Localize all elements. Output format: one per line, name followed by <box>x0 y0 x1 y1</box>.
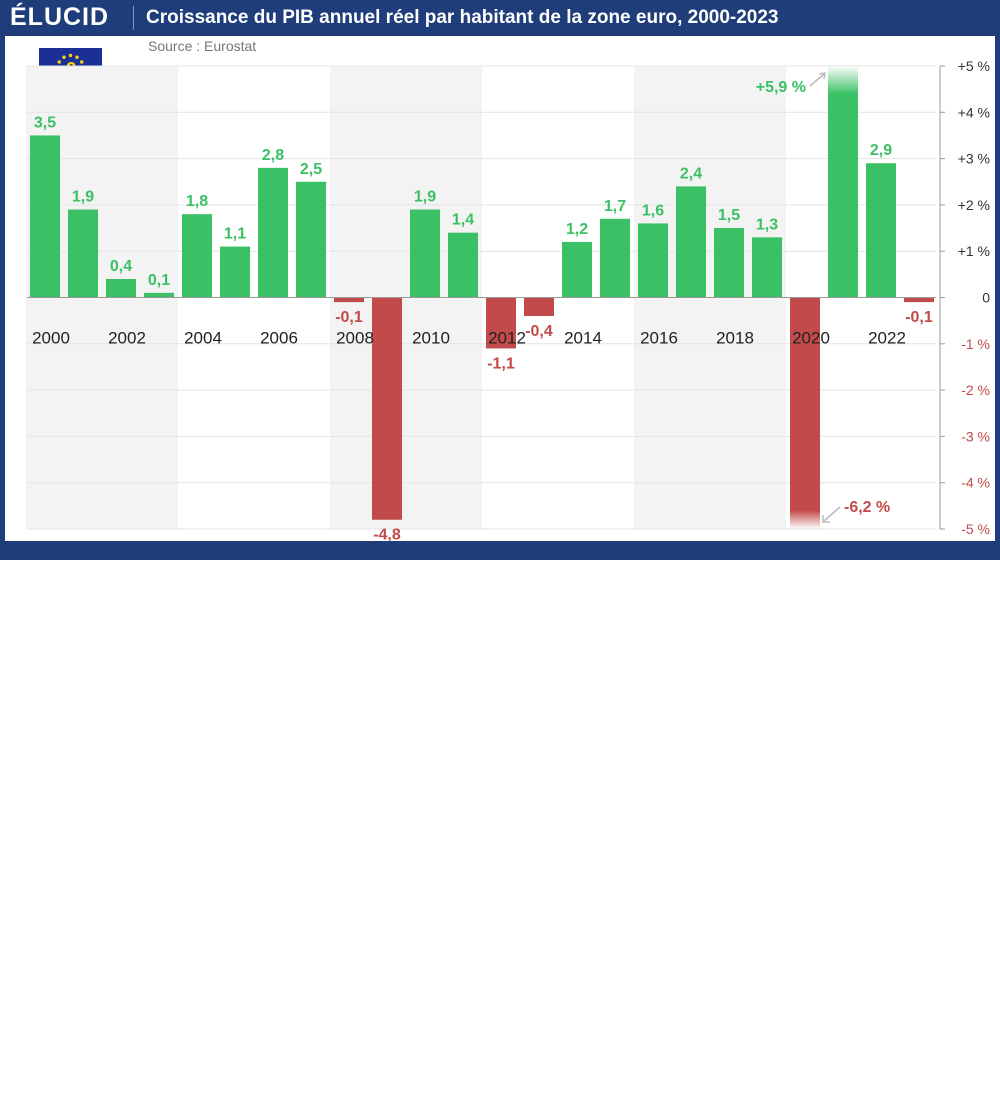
value-label-2023: -0,1 <box>905 309 933 326</box>
footer-bar: www.elucid.media <box>0 541 1000 1096</box>
x-tick-label: 2020 <box>792 329 830 348</box>
x-tick-label: 2022 <box>868 329 906 348</box>
y-tick-label: +1 % <box>958 243 990 259</box>
y-tick-label: 0 <box>982 290 990 306</box>
bar-2003[interactable] <box>144 292 174 298</box>
bar-2008[interactable] <box>334 297 364 303</box>
bar-2017[interactable] <box>676 186 706 298</box>
source-note: Source : Eurostat <box>148 38 257 54</box>
value-label-2008: -0,1 <box>335 309 363 326</box>
y-tick-label: -4 % <box>961 475 990 491</box>
y-tick-label: -2 % <box>961 382 990 398</box>
value-label-2019: 1,3 <box>756 216 778 233</box>
bar-chart: 3,5 1,9 0,4 0,1 1,8 1,1 2,8 2,5 -0,1 -4,8 1,9 1,4 -1… <box>26 58 990 544</box>
y-tick-label: +4 % <box>958 104 990 120</box>
x-tick-label: 2004 <box>184 329 222 348</box>
y-tick-label: +3 % <box>958 151 990 167</box>
value-label-2003: 0,1 <box>148 272 170 289</box>
overflow-arrow <box>823 506 841 522</box>
y-tick-label: -1 % <box>961 336 990 352</box>
bar-2006[interactable] <box>258 167 288 298</box>
bar-2004[interactable] <box>182 214 212 298</box>
value-label-2012: -1,1 <box>487 355 515 372</box>
flag-star <box>62 55 66 59</box>
value-label-2004: 1,8 <box>186 193 208 210</box>
bar-2005[interactable] <box>220 246 250 298</box>
x-tick-label: 2018 <box>716 329 754 348</box>
bar-2022[interactable] <box>866 163 896 298</box>
bar-2019[interactable] <box>752 237 782 298</box>
flag-star <box>75 55 79 59</box>
bar-2011[interactable] <box>448 232 478 298</box>
header-separator <box>133 6 134 30</box>
y-tick-label: +2 % <box>958 197 990 213</box>
value-label-2016: 1,6 <box>642 202 664 219</box>
x-tick-label: 2002 <box>108 329 146 348</box>
chart-frame: ÉLUCID Croissance du PIB annuel réel par… <box>0 0 1000 560</box>
value-label-2001: 1,9 <box>72 189 94 206</box>
bar-2001[interactable] <box>68 209 98 298</box>
flag-star <box>57 60 61 64</box>
value-label-2002: 0,4 <box>110 258 132 275</box>
y-tick-label: +5 % <box>958 58 990 74</box>
bar-2000[interactable] <box>30 135 60 298</box>
bar-2016[interactable] <box>638 223 668 298</box>
bar-2015[interactable] <box>600 218 630 298</box>
value-label-2006: 2,8 <box>262 147 284 164</box>
value-label-2000: 3,5 <box>34 114 56 131</box>
bar-2023[interactable] <box>904 297 934 303</box>
value-label-2010: 1,9 <box>414 189 436 206</box>
bar-2009[interactable] <box>372 297 402 520</box>
value-label-2013: -0,4 <box>525 323 553 340</box>
value-label-2009: -4,8 <box>373 527 401 544</box>
bar-2020[interactable] <box>790 297 820 530</box>
brand-logo[interactable]: ÉLUCID <box>10 3 110 31</box>
website-link[interactable]: www.elucid.media <box>871 1084 960 1096</box>
bar-2012[interactable] <box>486 297 516 349</box>
x-tick-label: 2000 <box>32 329 70 348</box>
y-tick-label: -3 % <box>961 428 990 444</box>
chart-title: Croissance du PIB annuel réel par habita… <box>146 7 779 28</box>
value-label-2017: 2,4 <box>680 165 702 182</box>
bar-2010[interactable] <box>410 209 440 298</box>
y-tick-label: -5 % <box>961 521 990 537</box>
frame-right-border <box>995 36 1000 541</box>
header-bar: ÉLUCID Croissance du PIB annuel réel par… <box>0 0 1000 36</box>
x-tick-label: 2010 <box>412 329 450 348</box>
flag-star <box>80 60 84 64</box>
value-label-2021: +5,9 % <box>756 79 806 96</box>
x-tick-label: 2012 <box>488 329 526 348</box>
frame-left-border <box>0 36 5 541</box>
x-tick-label: 2016 <box>640 329 678 348</box>
bar-2002[interactable] <box>106 278 136 298</box>
value-label-2020: -6,2 % <box>844 499 890 516</box>
value-label-2022: 2,9 <box>870 142 892 159</box>
bar-2007[interactable] <box>296 181 326 298</box>
overflow-arrowhead <box>818 72 826 80</box>
bar-2021[interactable] <box>828 66 858 298</box>
value-label-2018: 1,5 <box>718 207 740 224</box>
flag-star <box>68 53 73 58</box>
value-label-2005: 1,1 <box>224 226 246 243</box>
value-label-2014: 1,2 <box>566 221 588 238</box>
x-tick-label: 2008 <box>336 329 374 348</box>
bar-2018[interactable] <box>714 228 744 298</box>
value-label-2011: 1,4 <box>452 212 474 229</box>
value-label-2015: 1,7 <box>604 198 626 215</box>
value-label-2007: 2,5 <box>300 161 322 178</box>
x-tick-label: 2014 <box>564 329 602 348</box>
bar-2013[interactable] <box>524 297 554 317</box>
overflow-arrow <box>809 73 825 87</box>
overflow-arrowhead <box>822 515 830 523</box>
bar-2014[interactable] <box>562 241 592 298</box>
x-tick-label: 2006 <box>260 329 298 348</box>
